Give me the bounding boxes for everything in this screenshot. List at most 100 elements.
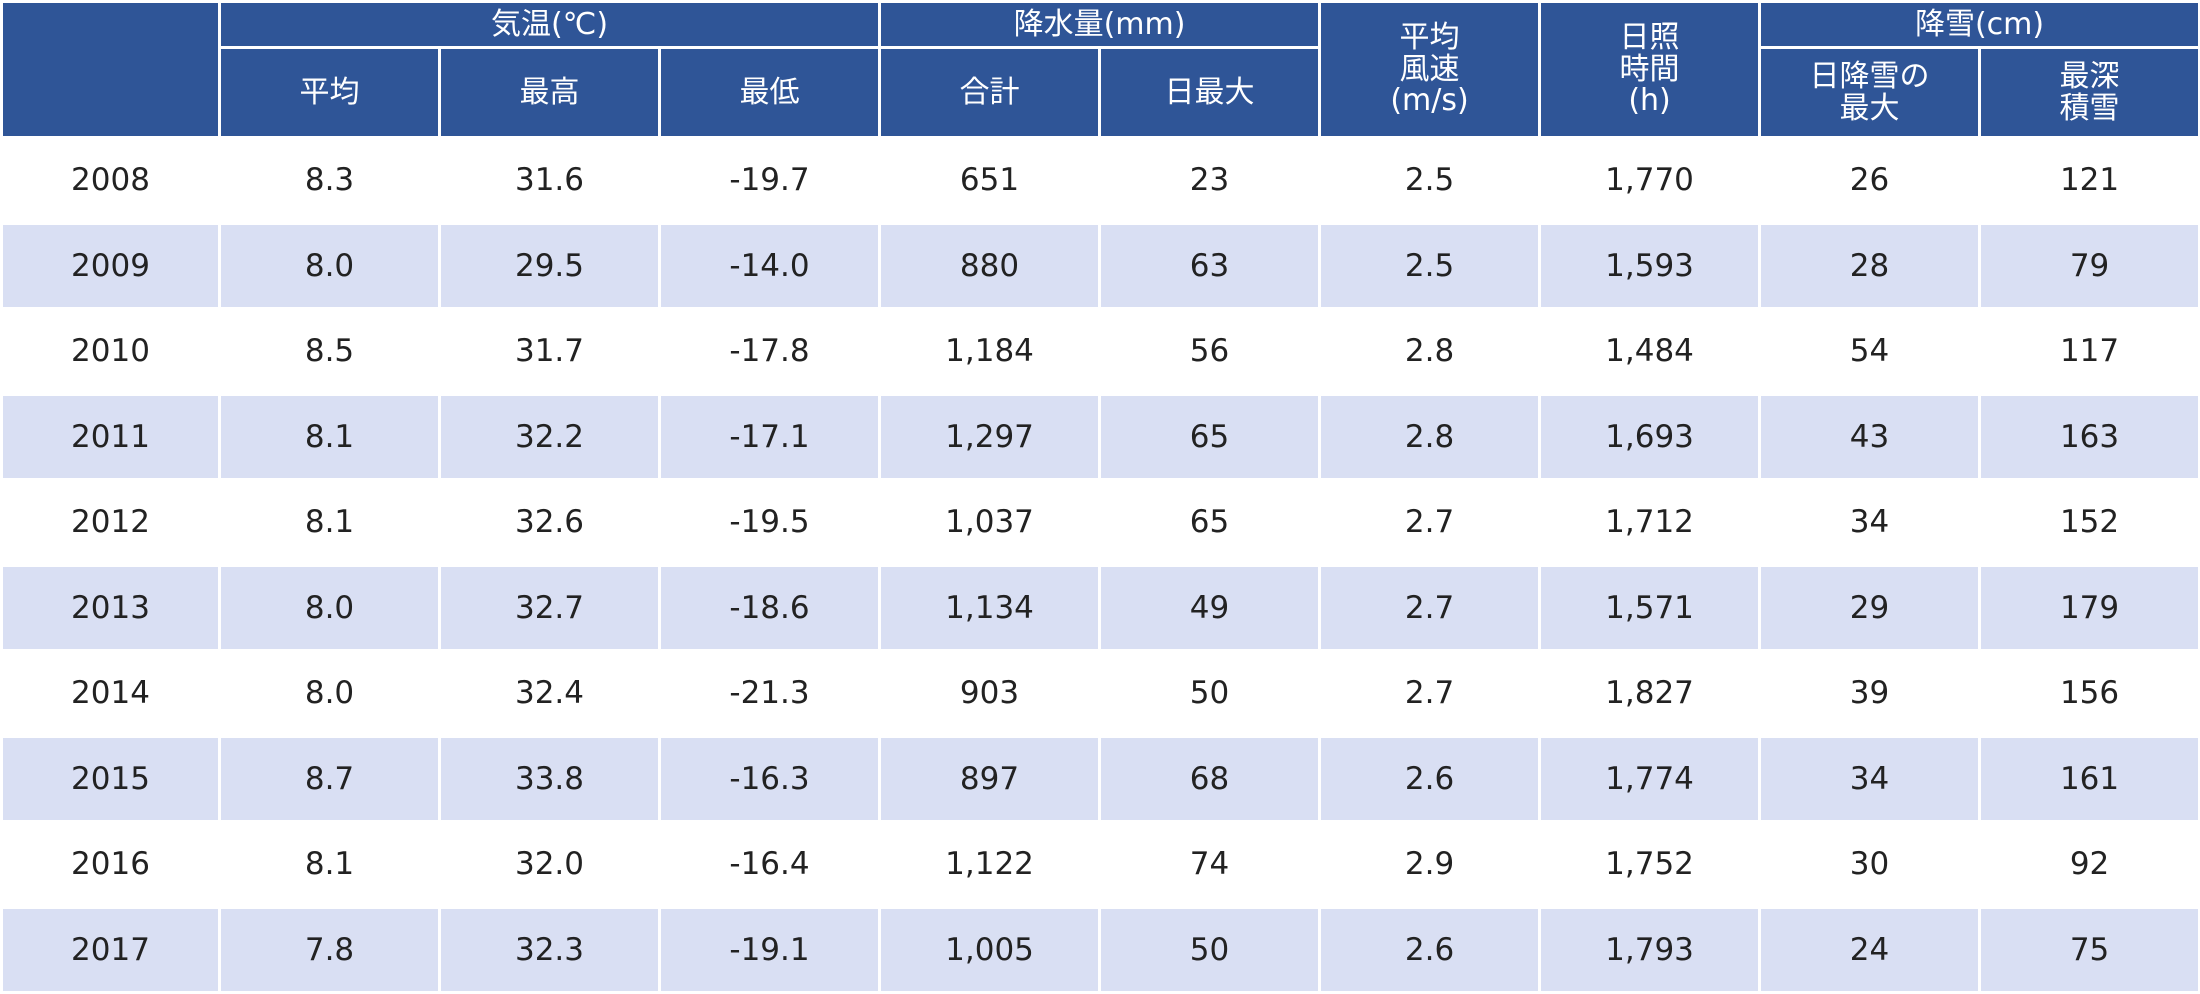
table-row: 2010 8.5 31.7 -17.8 1,184 56 2.8 1,484 54 117 [0, 307, 2200, 396]
value-cell: 32.7 [438, 563, 661, 652]
value-cell: 8.1 [218, 392, 441, 481]
value-cell: -19.7 [657, 136, 882, 225]
year-cell: 2012 [0, 478, 221, 567]
value-cell: 152 [1978, 478, 2200, 567]
value-cell: 2.7 [1318, 649, 1542, 738]
value-cell: 2.9 [1318, 820, 1542, 909]
table-row: 2017 7.8 32.3 -19.1 1,005 50 2.6 1,793 24 75 [0, 905, 2200, 994]
value-cell: 903 [878, 649, 1102, 738]
value-cell: 1,593 [1538, 221, 1762, 310]
column-header: 最高 [438, 46, 661, 139]
value-cell: 65 [1098, 478, 1322, 567]
value-cell: 29.5 [438, 221, 661, 310]
value-cell: 1,571 [1538, 563, 1762, 652]
table-header: 気温(℃) 降水量(mm) 平均 風速 (m/s) 日照 時間 (h) 降雪(cm) 平… [0, 0, 2200, 139]
value-cell: 92 [1978, 820, 2200, 909]
value-cell: 8.3 [218, 136, 441, 225]
value-cell: -19.1 [657, 905, 882, 994]
value-cell: 56 [1098, 307, 1322, 396]
value-cell: 1,712 [1538, 478, 1762, 567]
value-cell: 8.1 [218, 820, 441, 909]
value-cell: 32.0 [438, 820, 661, 909]
value-cell: 2.5 [1318, 221, 1542, 310]
value-cell: 163 [1978, 392, 2200, 481]
group-header: 降雪(cm) [1758, 0, 2200, 49]
value-cell: 79 [1978, 221, 2200, 310]
value-cell: 117 [1978, 307, 2200, 396]
header-line: 最大 [1839, 90, 1900, 126]
value-cell: 1,827 [1538, 649, 1762, 738]
value-cell: 7.8 [218, 905, 441, 994]
value-cell: 63 [1098, 221, 1322, 310]
value-cell: 8.1 [218, 478, 441, 567]
table-row: 2016 8.1 32.0 -16.4 1,122 74 2.9 1,752 30 92 [0, 820, 2200, 909]
group-header: 降水量(mm) [878, 0, 1322, 49]
column-header: 日照 時間 (h) [1538, 0, 1762, 139]
value-cell: 2.6 [1318, 734, 1542, 823]
value-cell: 49 [1098, 563, 1322, 652]
value-cell: 179 [1978, 563, 2200, 652]
header-line: 最高 [519, 74, 580, 110]
header-line: 最深 [2059, 59, 2120, 94]
year-cell: 2008 [0, 136, 221, 225]
value-cell: 8.0 [218, 563, 441, 652]
value-cell: 32.4 [438, 649, 661, 738]
value-cell: 1,122 [878, 820, 1102, 909]
table-row: 2011 8.1 32.2 -17.1 1,297 65 2.8 1,693 43 163 [0, 392, 2200, 481]
header-line: 積雪 [2059, 90, 2120, 126]
header-line: 最低 [739, 74, 800, 110]
column-header: 最低 [657, 46, 882, 139]
value-cell: -21.3 [657, 649, 882, 738]
value-cell: 24 [1758, 905, 1982, 994]
value-cell: -14.0 [657, 221, 882, 310]
value-cell: 31.6 [438, 136, 661, 225]
column-header: 最深 積雪 [1978, 46, 2200, 139]
value-cell: 1,134 [878, 563, 1102, 652]
table-body: 2008 8.3 31.6 -19.7 651 23 2.5 1,770 26 121 2009 8.… [0, 136, 2200, 994]
header-line: 平均 [1399, 20, 1460, 56]
year-cell: 2015 [0, 734, 221, 823]
year-cell: 2013 [0, 563, 221, 652]
corner-cell [0, 0, 221, 139]
table-row: 2012 8.1 32.6 -19.5 1,037 65 2.7 1,712 34 152 [0, 478, 2200, 567]
year-cell: 2009 [0, 221, 221, 310]
table-row: 2013 8.0 32.7 -18.6 1,134 49 2.7 1,571 29 179 [0, 563, 2200, 652]
year-cell: 2016 [0, 820, 221, 909]
table-row: 2009 8.0 29.5 -14.0 880 63 2.5 1,593 28 79 [0, 221, 2200, 310]
value-cell: 26 [1758, 136, 1982, 225]
value-cell: 32.6 [438, 478, 661, 567]
header-line: (m/s) [1390, 83, 1469, 119]
value-cell: 28 [1758, 221, 1982, 310]
value-cell: 39 [1758, 649, 1982, 738]
value-cell: 74 [1098, 820, 1322, 909]
value-cell: 2.8 [1318, 307, 1542, 396]
value-cell: 2.7 [1318, 563, 1542, 652]
table-row: 2015 8.7 33.8 -16.3 897 68 2.6 1,774 34 161 [0, 734, 2200, 823]
year-cell: 2014 [0, 649, 221, 738]
header-line: 時間 [1619, 51, 1680, 87]
value-cell: 156 [1978, 649, 2200, 738]
value-cell: 1,770 [1538, 136, 1762, 225]
header-line: (h) [1628, 83, 1671, 119]
column-header: 日最大 [1098, 46, 1322, 139]
header-line: 風速 [1399, 51, 1460, 87]
column-header: 日降雪の 最大 [1758, 46, 1982, 139]
value-cell: 897 [878, 734, 1102, 823]
value-cell: 68 [1098, 734, 1322, 823]
value-cell: 1,297 [878, 392, 1102, 481]
value-cell: 43 [1758, 392, 1982, 481]
value-cell: -18.6 [657, 563, 882, 652]
column-header: 平均 風速 (m/s) [1318, 0, 1542, 139]
value-cell: 1,184 [878, 307, 1102, 396]
value-cell: -16.4 [657, 820, 882, 909]
group-header: 気温(℃) [217, 0, 882, 49]
column-header: 平均 [218, 46, 441, 139]
year-cell: 2011 [0, 392, 221, 481]
header-line: 日降雪の [1809, 59, 1930, 94]
value-cell: 32.3 [438, 905, 661, 994]
value-cell: 65 [1098, 392, 1322, 481]
value-cell: 1,693 [1538, 392, 1762, 481]
value-cell: 2.7 [1318, 478, 1542, 567]
value-cell: -17.1 [657, 392, 882, 481]
value-cell: 54 [1758, 307, 1982, 396]
